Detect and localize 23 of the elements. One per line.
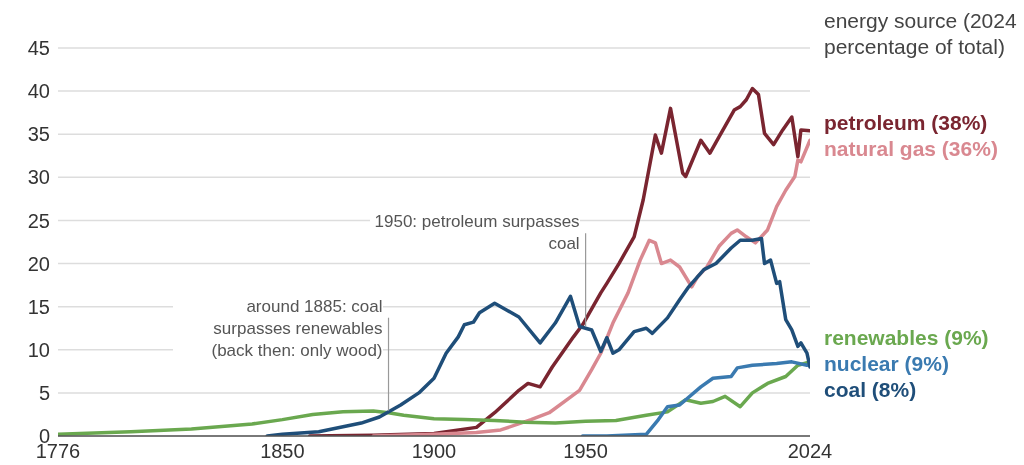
x-tick-label: 2024 <box>787 440 833 463</box>
series-label: coal (8%) <box>824 378 917 403</box>
y-tick-label: 40 <box>27 80 50 103</box>
series-label: renewables (9%) <box>824 326 989 351</box>
y-tick-label: 35 <box>27 123 50 146</box>
line-series <box>58 360 810 436</box>
x-tick-label: 1850 <box>260 440 305 463</box>
y-tick-label: 5 <box>38 381 50 404</box>
annotation: around 1885: coal surpasses renewables (back then: only wood) <box>172 295 383 362</box>
y-tick-label: 10 <box>27 338 50 361</box>
annotation: 1950: petroleum surpasses coal <box>369 211 580 256</box>
y-tick-label: 20 <box>27 252 50 275</box>
x-tick-label: 1900 <box>411 440 457 463</box>
legend-title: energy source (2024 percentage of total) <box>824 8 1018 60</box>
line-series <box>580 360 810 436</box>
y-tick-label: 25 <box>27 209 50 232</box>
series-label: natural gas (36%) <box>824 136 998 161</box>
y-tick-label: 15 <box>27 295 50 318</box>
y-tick-label: 30 <box>27 166 50 189</box>
y-tick-label: 45 <box>27 37 50 60</box>
x-tick-label: 1950 <box>563 440 608 463</box>
series-label: nuclear (9%) <box>824 352 949 377</box>
series-label: petroleum (38%) <box>824 110 988 135</box>
